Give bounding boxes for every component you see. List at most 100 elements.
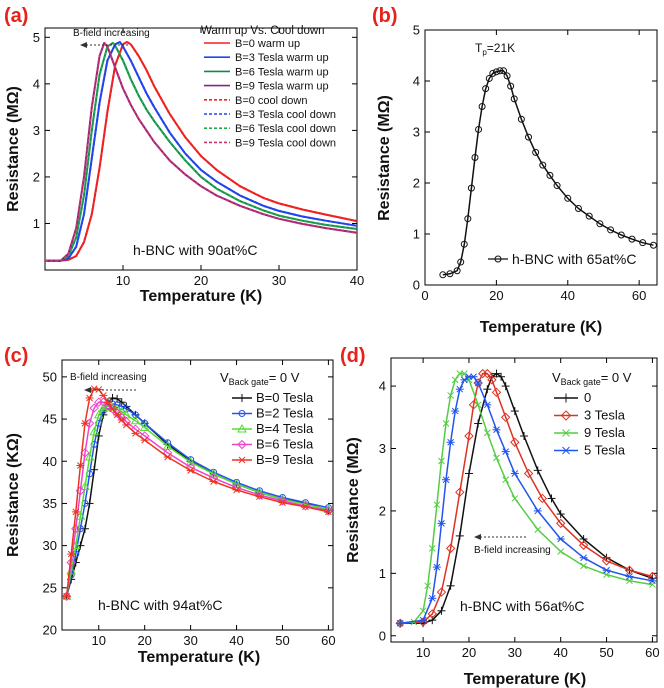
data-point-c-2-14	[130, 415, 141, 425]
data-point-d-3-1	[419, 616, 428, 624]
series-line-d-0	[400, 372, 653, 625]
data-point-c-1-13	[122, 405, 130, 413]
data-point-c-1-3-shape	[76, 525, 84, 533]
legend-label-a-4: B=0 cool down	[235, 95, 307, 107]
arrow-head-a	[80, 42, 87, 48]
x-tick-label-c-2: 30	[183, 633, 197, 648]
data-point-d-0-10	[492, 369, 501, 378]
legend-marker-d-0	[561, 393, 571, 403]
arrow-head-d	[474, 534, 481, 540]
data-point-b-0-24-shape	[553, 182, 561, 190]
data-point-c-4-9	[103, 398, 112, 406]
data-point-d-3-0	[396, 619, 405, 627]
series-layer-d	[395, 368, 658, 628]
data-point-b-0-1	[446, 270, 454, 278]
data-point-c-0-6	[90, 465, 99, 474]
legend-items-a: B=0 warm up B=3 Tesla warm up B=6 Tesla wa…	[204, 38, 336, 149]
data-point-d-0-11	[497, 372, 506, 381]
x-axis-label-d: Temperature (K)	[464, 671, 586, 688]
x-tick-label-b-0: 0	[421, 288, 428, 303]
data-point-d-2-17	[511, 495, 519, 502]
data-point-b-0-21-shape	[532, 148, 540, 156]
data-point-b-0-6-shape	[467, 184, 475, 192]
arrow-text-c: B-field increasing	[70, 372, 147, 383]
data-point-d-2-4	[428, 545, 436, 552]
y-tick-label-a-4: 5	[33, 30, 40, 45]
data-point-c-4-8	[99, 392, 108, 399]
data-point-c-4-10-d2	[109, 405, 116, 413]
data-point-d-3-16-d2	[511, 470, 519, 477]
panel-label-c: (c)	[4, 345, 28, 367]
peak-label-rest: =21K	[487, 41, 515, 55]
data-point-c-4-17-d2	[187, 467, 194, 474]
data-point-c-2-7-shape	[93, 409, 104, 419]
data-point-b-0-10-shape	[482, 85, 490, 93]
y-tick-label-b-5: 5	[413, 23, 420, 38]
data-point-c-2-6	[89, 426, 100, 436]
data-point-d-0-6	[464, 469, 473, 478]
data-point-d-3-2	[428, 594, 437, 602]
data-point-b-0-11-shape	[485, 74, 493, 82]
data-point-d-0-14	[520, 432, 528, 441]
data-point-d-2-11	[461, 370, 468, 377]
y-tick-label-d-0: 0	[379, 628, 386, 643]
data-point-c-4-23	[324, 508, 333, 516]
data-point-d-1-9	[478, 368, 488, 379]
data-point-c-3-19	[231, 482, 242, 493]
y-axis-label-c: Resistance (KΩ)	[5, 433, 22, 557]
legend-marker-d-3	[561, 446, 571, 455]
x-tick-label-d-2: 30	[508, 645, 522, 660]
plot-frame-b	[424, 29, 658, 286]
data-point-b-0-24	[553, 182, 561, 190]
data-point-d-3-20-d2	[603, 566, 610, 574]
data-point-d-2-13	[474, 401, 482, 409]
data-point-d-3-12-d2	[474, 379, 482, 387]
data-point-c-4-10	[108, 405, 117, 413]
data-point-c-3-1	[66, 557, 76, 568]
data-point-c-3-6	[89, 403, 99, 413]
data-point-c-3-2-shape	[71, 524, 81, 534]
legend-marker-c-4-d2	[238, 456, 246, 464]
data-point-c-4-13	[122, 421, 131, 429]
series-line-d-1	[400, 372, 653, 625]
legend-label-a-2: B=6 Tesla warm up	[235, 66, 329, 78]
data-point-b-0-13	[492, 68, 500, 76]
legend-label-d-0: 0	[584, 390, 591, 405]
data-point-b-0-26-shape	[574, 205, 582, 212]
data-point-c-2-17	[185, 457, 196, 466]
data-point-b-0-8	[475, 125, 483, 133]
data-point-c-4-4	[80, 419, 89, 427]
data-point-c-2-7	[93, 409, 104, 419]
data-point-b-0-30-shape	[617, 231, 625, 239]
data-point-c-2-15-shape	[139, 422, 150, 431]
y-tick-label-c-0: 20	[43, 623, 57, 638]
arrow-text-a: B-field increasing	[73, 28, 150, 39]
data-point-c-2-12	[116, 406, 127, 415]
data-point-c-1-11-shape	[113, 401, 121, 409]
x-tick-label-b-3: 60	[632, 288, 646, 303]
data-point-d-1-4	[445, 543, 456, 554]
y-tick-label-a-3: 4	[33, 76, 40, 91]
data-point-c-4-2	[71, 508, 80, 516]
data-point-d-0-8	[483, 385, 492, 394]
panel-label-b: (b)	[372, 5, 398, 27]
plot-frame-d	[390, 357, 658, 643]
gate-sub-c: Back gate	[229, 377, 269, 387]
data-point-d-3-14-d2	[493, 426, 500, 434]
data-point-d-1-16-shape	[537, 493, 548, 504]
data-point-d-1-8	[473, 378, 483, 388]
data-point-d-0-5	[455, 531, 464, 540]
data-point-d-3-21-d2	[626, 573, 633, 580]
data-point-b-0-32	[639, 239, 647, 247]
data-point-d-0-4	[446, 581, 455, 590]
legend-marker-c-2	[237, 423, 247, 433]
data-point-d-1-0	[395, 618, 405, 628]
data-point-c-2-3	[75, 511, 86, 520]
data-point-c-4-5	[85, 394, 94, 402]
data-point-c-1-13-shape	[122, 405, 130, 413]
legend-label-d-2: 9 Tesla	[584, 425, 626, 440]
data-point-d-1-10-shape	[482, 368, 493, 379]
panel-b: (b) 0 20 40 60 0 1 2 3 4 5 Temperature (K) Resist…	[372, 5, 658, 336]
y-axis-label-d: Resistance (MΩ)	[345, 437, 362, 563]
data-point-d-2-16	[502, 476, 510, 484]
